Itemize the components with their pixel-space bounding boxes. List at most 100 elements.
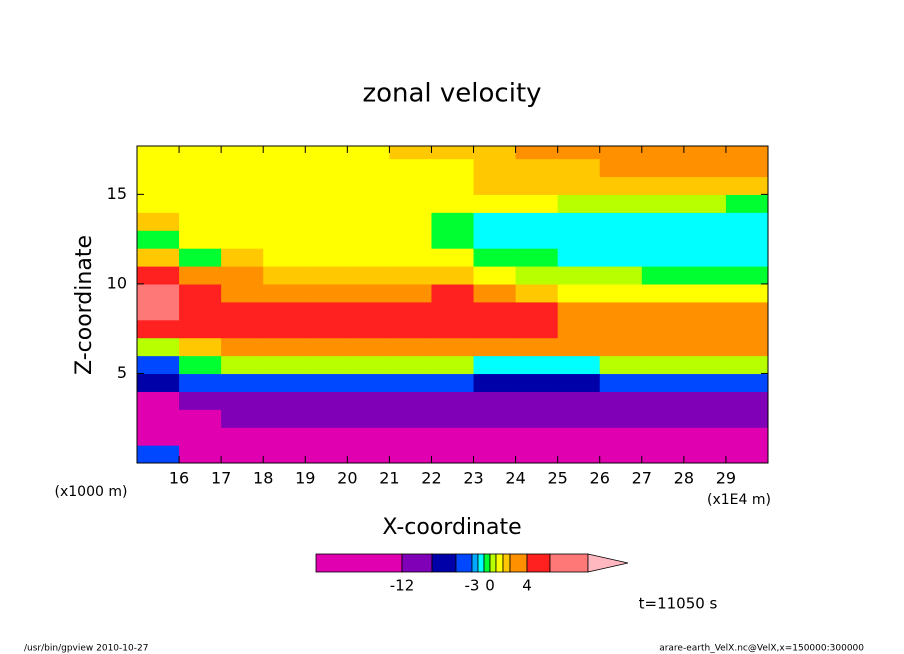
field-cell bbox=[473, 337, 517, 357]
field-cell bbox=[389, 194, 433, 213]
field-cell bbox=[263, 158, 306, 178]
field-cell bbox=[221, 212, 264, 231]
field-cell bbox=[347, 301, 390, 321]
field-cell bbox=[389, 230, 433, 249]
field-cell bbox=[515, 301, 559, 321]
field-cell bbox=[557, 283, 601, 303]
field-cell bbox=[137, 194, 180, 213]
field-cell bbox=[599, 158, 643, 178]
y-axis-label: Z-coordinate bbox=[72, 235, 97, 375]
field-cell bbox=[599, 319, 643, 339]
field-cell bbox=[431, 283, 475, 303]
field-cell bbox=[221, 158, 264, 178]
field-cell bbox=[557, 265, 601, 285]
x-unit: (x1E4 m) bbox=[707, 492, 771, 508]
chart-title: zonal velocity bbox=[362, 79, 541, 109]
field-cell bbox=[137, 409, 180, 428]
field-cell bbox=[179, 445, 222, 463]
field-cell bbox=[179, 391, 222, 410]
field-cell bbox=[347, 373, 390, 392]
field-cell bbox=[431, 265, 475, 285]
field-cell bbox=[305, 230, 348, 249]
colorbar-segment bbox=[401, 553, 433, 573]
field-cell bbox=[725, 283, 768, 303]
colorbar-segment bbox=[471, 553, 479, 573]
field-cell bbox=[137, 176, 180, 195]
field-cell bbox=[179, 194, 222, 213]
field-cell bbox=[305, 146, 348, 160]
field-cell bbox=[179, 230, 222, 249]
field-cell bbox=[641, 409, 685, 428]
field-cell bbox=[725, 176, 768, 195]
field-cell bbox=[599, 176, 643, 195]
field-cell bbox=[515, 391, 559, 410]
footer-left: /usr/bin/gpview 2010-10-27 bbox=[24, 644, 148, 654]
field-cell bbox=[263, 391, 306, 410]
field-cell bbox=[473, 319, 517, 339]
field-cell bbox=[725, 265, 768, 285]
field-cell bbox=[263, 176, 306, 195]
field-cell bbox=[221, 146, 264, 160]
colorbar-segment bbox=[483, 553, 491, 573]
field-cell bbox=[641, 194, 685, 213]
field-cell bbox=[221, 445, 264, 463]
y-unit: (x1000 m) bbox=[55, 484, 128, 500]
field-cell bbox=[515, 248, 559, 267]
field-cell bbox=[641, 301, 685, 321]
field-cell bbox=[557, 319, 601, 339]
field-cell bbox=[683, 427, 727, 446]
field-cell bbox=[347, 212, 390, 231]
field-cell bbox=[431, 355, 475, 375]
field-cell bbox=[473, 158, 517, 178]
field-cell bbox=[263, 194, 306, 213]
field-cell bbox=[431, 391, 475, 410]
field-cell bbox=[473, 355, 517, 375]
x-tick-label: 17 bbox=[211, 469, 231, 488]
field-cell bbox=[347, 355, 390, 375]
field-cell bbox=[725, 445, 768, 463]
field-cell bbox=[263, 301, 306, 321]
field-cell bbox=[347, 158, 390, 178]
field-cell bbox=[599, 409, 643, 428]
field-cell bbox=[221, 319, 264, 339]
field-cell bbox=[305, 301, 348, 321]
plot-frame bbox=[136, 145, 769, 464]
field-cell bbox=[137, 373, 180, 392]
field-cell bbox=[179, 283, 222, 303]
field-cell bbox=[641, 283, 685, 303]
colorbar-segment bbox=[315, 553, 403, 573]
field-cell bbox=[221, 265, 264, 285]
field-cell bbox=[641, 319, 685, 339]
field-cell bbox=[179, 337, 222, 357]
field-cell bbox=[683, 409, 727, 428]
field-cell bbox=[641, 176, 685, 195]
field-cell bbox=[137, 319, 180, 339]
field-cell bbox=[557, 373, 601, 392]
field-cell bbox=[431, 373, 475, 392]
field-cell bbox=[641, 337, 685, 357]
field-cell bbox=[221, 283, 264, 303]
field-cell bbox=[347, 283, 390, 303]
field-cell bbox=[725, 194, 768, 213]
field-cell bbox=[179, 355, 222, 375]
field-cell bbox=[179, 158, 222, 178]
field-cell bbox=[599, 212, 643, 231]
field-cell bbox=[263, 230, 306, 249]
footer-right: arare-earth_VelX.nc@VelX,x=150000:300000 bbox=[659, 644, 864, 654]
x-tick-label: 18 bbox=[253, 469, 273, 488]
field-cell bbox=[431, 158, 475, 178]
field-cell bbox=[515, 265, 559, 285]
field-cell bbox=[305, 409, 348, 428]
field-cell bbox=[221, 176, 264, 195]
field-cell bbox=[683, 301, 727, 321]
field-cell bbox=[347, 391, 390, 410]
field-cell bbox=[515, 427, 559, 446]
field-cell bbox=[221, 337, 264, 357]
field-cell bbox=[599, 194, 643, 213]
field-cell bbox=[305, 248, 348, 267]
field-cell bbox=[305, 212, 348, 231]
field-cell bbox=[683, 248, 727, 267]
field-cell bbox=[431, 230, 475, 249]
field-cell bbox=[137, 158, 180, 178]
